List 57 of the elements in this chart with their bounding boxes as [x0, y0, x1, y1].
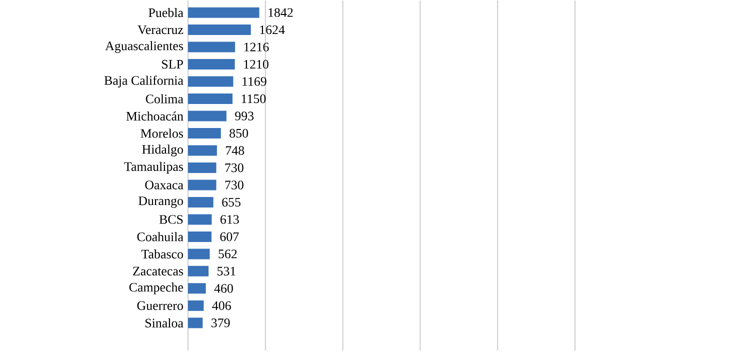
y-tick-label: Sinaloa: [146, 318, 184, 328]
data-label: 1216: [244, 42, 269, 52]
bar: [188, 318, 203, 328]
data-label: 993: [235, 112, 254, 120]
data-label: 1210: [244, 60, 268, 68]
bar: [188, 248, 210, 260]
y-tick-label: SLP: [162, 60, 183, 68]
data-label: 562: [218, 249, 237, 258]
data-label: 1842: [268, 8, 293, 17]
y-tick-label: Oaxaca: [145, 180, 184, 190]
y-tick-label: Michoacán: [126, 111, 184, 120]
y-tick-label: Campeche: [129, 282, 184, 294]
bar: [188, 266, 209, 276]
bar: [188, 145, 217, 156]
data-label: 460: [214, 284, 233, 293]
y-tick-label: Aguascalientes: [105, 41, 184, 53]
data-label: 748: [226, 146, 244, 155]
y-tick-label: Tabasco: [141, 249, 184, 258]
y-tick-label: Hidalgo: [142, 144, 183, 156]
data-label: 850: [230, 128, 248, 138]
data-label: 730: [225, 163, 244, 172]
data-label: 1624: [260, 25, 285, 34]
y-tick-label: Colima: [146, 94, 184, 104]
bar: [188, 93, 233, 104]
data-label: 655: [222, 198, 240, 206]
bar: [188, 24, 251, 35]
y-tick-label: Coahuila: [137, 232, 184, 242]
y-tick-label: Guerrero: [137, 301, 183, 310]
data-label: 1150: [242, 94, 266, 103]
bar: [188, 110, 226, 122]
bar: [188, 180, 216, 190]
data-label: 607: [220, 232, 239, 241]
bar: [188, 128, 221, 138]
data-label: 406: [212, 301, 231, 310]
data-label: 730: [225, 180, 244, 190]
bar: [188, 214, 212, 225]
bar: [188, 76, 234, 87]
bar: [188, 58, 235, 70]
bar: [188, 300, 204, 311]
y-tick-label: Baja California: [104, 75, 184, 88]
data-label: 1169: [242, 77, 266, 86]
bar: [188, 42, 236, 52]
y-tick-label: Tamaulipas: [124, 162, 184, 174]
data-label: 613: [220, 214, 239, 224]
y-tick-label: Durango: [138, 196, 183, 208]
y-tick-label: Zacatecas: [133, 266, 184, 276]
y-tick-label: Veracruz: [138, 25, 184, 34]
y-tick-label: Puebla: [148, 8, 184, 17]
bar: [188, 231, 212, 242]
y-tick-label: Morelos: [140, 128, 184, 138]
y-tick-label: BCS: [159, 214, 183, 224]
bar: [188, 196, 214, 208]
bar: [188, 162, 216, 173]
bar: [188, 7, 260, 18]
data-label: 531: [218, 266, 236, 276]
data-label: 379: [212, 318, 230, 328]
bar: [188, 283, 206, 294]
